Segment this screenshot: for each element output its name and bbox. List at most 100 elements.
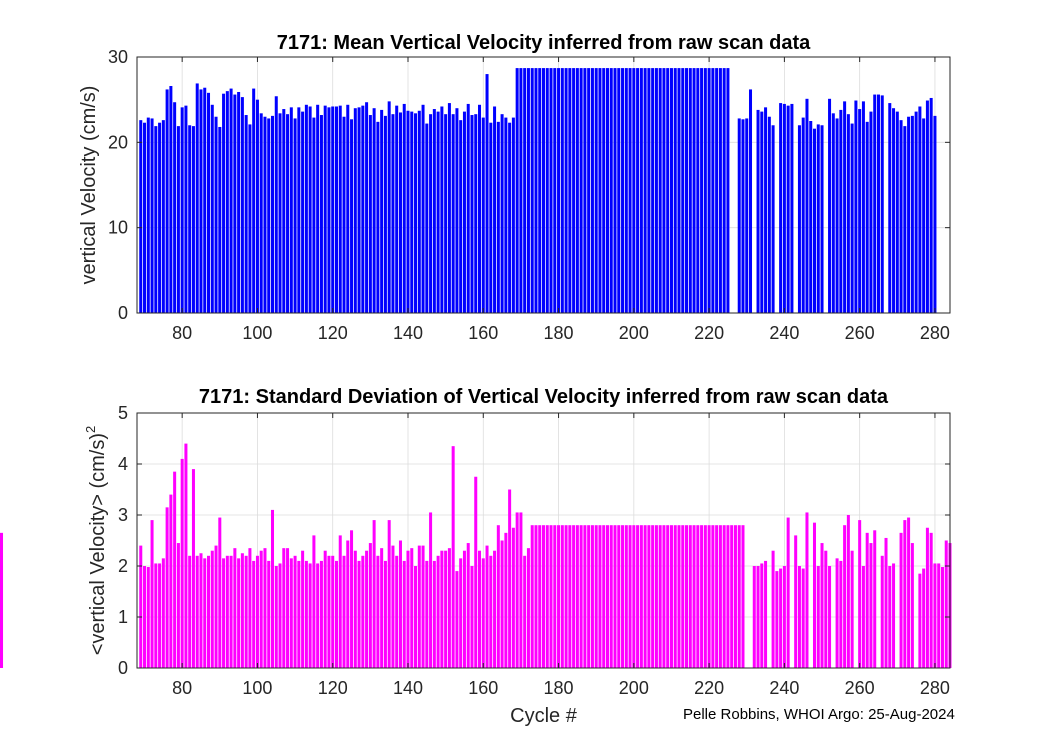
- bar: [184, 443, 188, 668]
- bar: [218, 517, 222, 668]
- bar: [282, 548, 286, 668]
- bar: [387, 520, 391, 668]
- bar: [368, 543, 372, 668]
- bar: [504, 117, 508, 313]
- x-tick-label: 100: [242, 323, 272, 343]
- bar: [534, 525, 538, 668]
- bar: [696, 68, 700, 313]
- bar: [572, 68, 576, 313]
- bar: [685, 525, 689, 668]
- bar: [338, 535, 342, 668]
- bar: [647, 525, 651, 668]
- bar: [478, 104, 482, 313]
- bar: [764, 107, 768, 313]
- bar: [447, 103, 451, 313]
- bar: [308, 106, 312, 314]
- bar: [568, 525, 572, 668]
- bar: [455, 108, 459, 313]
- bar: [557, 68, 561, 313]
- bar: [353, 108, 357, 313]
- bar: [173, 471, 177, 668]
- bar: [737, 525, 741, 668]
- x-tick-label: 100: [242, 678, 272, 698]
- bar: [869, 543, 873, 668]
- bar: [519, 512, 523, 668]
- bar: [730, 525, 734, 668]
- bar: [922, 118, 926, 313]
- x-tick-label: 240: [769, 678, 799, 698]
- bar: [621, 68, 625, 313]
- bar: [907, 517, 911, 668]
- bar: [402, 560, 406, 668]
- bar: [726, 525, 730, 668]
- bar: [267, 560, 271, 668]
- bar: [534, 68, 538, 313]
- bar: [560, 68, 564, 313]
- bar: [703, 525, 707, 668]
- bar: [365, 102, 369, 313]
- bar: [526, 548, 530, 668]
- bar: [850, 123, 854, 313]
- bar: [700, 525, 704, 668]
- bar: [255, 555, 259, 668]
- x-tick-label: 180: [544, 323, 574, 343]
- chart-title: 7171: Standard Deviation of Vertical Vel…: [199, 386, 889, 408]
- bar: [621, 525, 625, 668]
- bar: [180, 107, 184, 313]
- y-tick-label: 30: [108, 47, 128, 67]
- bar: [662, 525, 666, 668]
- bar: [286, 548, 290, 668]
- std-velocity-chart: 80 100 120 140 160 180 200 220 240 260 280 0 1 2 3 4 5 71…: [0, 386, 952, 727]
- bar: [560, 525, 564, 668]
- bar: [587, 68, 591, 313]
- bar: [301, 111, 305, 313]
- bar: [203, 558, 207, 668]
- bar: [617, 68, 621, 313]
- bar: [233, 94, 237, 313]
- bar: [485, 545, 489, 668]
- bar: [843, 525, 847, 668]
- bar: [146, 567, 150, 668]
- bar: [327, 107, 331, 313]
- bar: [353, 550, 357, 668]
- bar: [937, 563, 941, 668]
- bar: [831, 113, 835, 313]
- bar: [726, 68, 730, 313]
- bar-series: [0, 443, 952, 668]
- bar: [733, 525, 737, 668]
- bar: [161, 558, 165, 668]
- x-tick-label: 120: [318, 678, 348, 698]
- axes-box: [136, 412, 951, 669]
- bar: [594, 68, 598, 313]
- bar: [745, 118, 749, 313]
- bar: [425, 560, 429, 668]
- bar: [150, 118, 154, 313]
- bar: [421, 104, 425, 313]
- bar: [459, 558, 463, 668]
- bar: [888, 103, 892, 313]
- bar: [846, 515, 850, 668]
- bar: [651, 525, 655, 668]
- bar: [658, 525, 662, 668]
- bar: [579, 68, 583, 313]
- bar: [669, 68, 673, 313]
- bar: [703, 68, 707, 313]
- bar: [222, 93, 226, 313]
- bar: [515, 68, 519, 313]
- bar: [489, 122, 493, 314]
- bar: [398, 540, 402, 668]
- bar: [508, 489, 512, 668]
- bar: [681, 68, 685, 313]
- bar: [334, 560, 338, 668]
- bar: [316, 563, 320, 668]
- bar: [462, 550, 466, 668]
- bar: [436, 555, 440, 668]
- bar: [707, 525, 711, 668]
- y-tick-label: 0: [118, 303, 128, 323]
- bar: [609, 68, 613, 313]
- bar: [210, 104, 214, 313]
- bar: [564, 68, 568, 313]
- bar: [282, 109, 286, 313]
- bar: [805, 512, 809, 668]
- bar: [481, 117, 485, 313]
